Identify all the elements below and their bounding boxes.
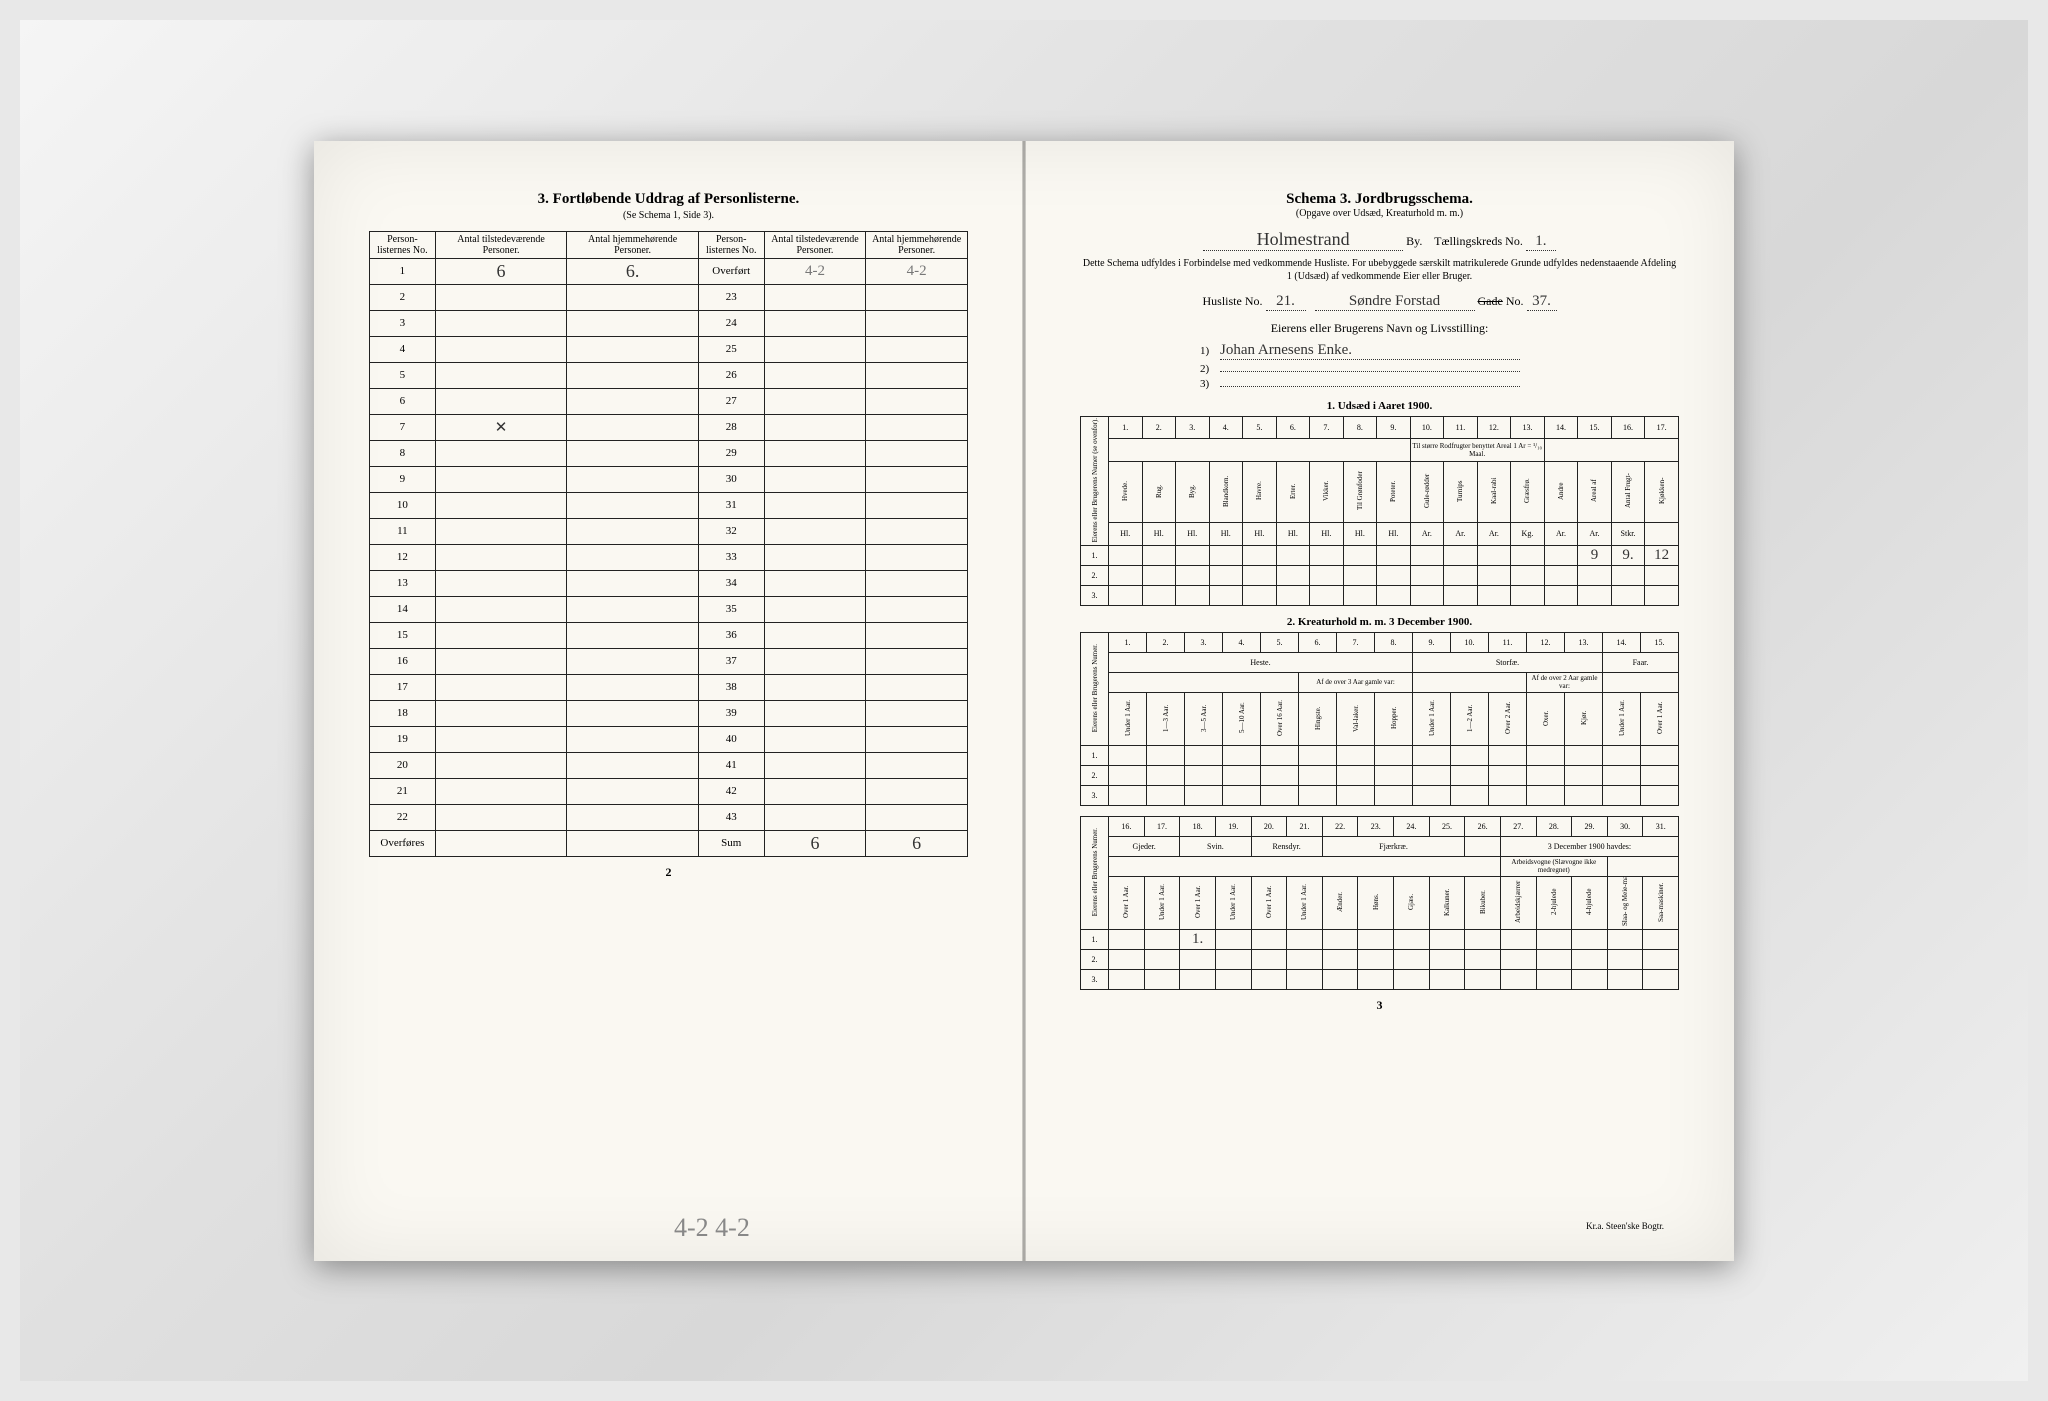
sec2-title: 2. Kreaturhold m. m. 3 December 1900. (1080, 616, 1679, 628)
open-book: 3. Fortløbende Uddrag af Personlisterne.… (314, 141, 1734, 1261)
sec1-table: Eierens eller Brugerens Numer (se ovenfo… (1080, 416, 1679, 606)
owner-1-hw: Johan Arnesens Enke. (1220, 342, 1520, 360)
right-page: Schema 3. Jordbrugsschema. (Opgave over … (1024, 141, 1734, 1261)
husliste-hw: 21. (1266, 293, 1306, 311)
right-subtitle: (Opgave over Udsæd, Kreaturhold m. m.) (1080, 208, 1679, 219)
gade-label: Gade (1478, 294, 1503, 308)
left-title: 3. Fortløbende Uddrag af Personlisterne. (369, 191, 968, 208)
husliste-label: Husliste No. (1203, 294, 1263, 308)
sec1-title: 1. Udsæd i Aaret 1900. (1080, 400, 1679, 412)
kreds-label: Tællingskreds No. (1434, 234, 1523, 248)
owner-3-hw (1220, 386, 1520, 387)
col-header: Antal hjemmehørende Personer. (567, 231, 699, 258)
col-header: Person- listernes No. (698, 231, 764, 258)
printer-credit: Kr.a. Steen'ske Bogtr. (1586, 1221, 1664, 1231)
owner-line-2: 2) (1080, 363, 1679, 375)
photo-background: 3. Fortløbende Uddrag af Personlisterne.… (20, 20, 2028, 1381)
by-label: By. (1406, 234, 1422, 248)
col-header: Person- listernes No. (370, 231, 436, 258)
gade-no-label: No. (1506, 294, 1524, 308)
owner-2-hw (1220, 371, 1520, 372)
sec2b-table: Eierens eller Brugerens Numer.16.17.18.1… (1080, 816, 1679, 990)
husliste-line: Husliste No. 21. Søndre Forstad Gade No.… (1080, 293, 1679, 311)
col-header: Antal hjemmehørende Personer. (866, 231, 968, 258)
city-handwritten: Holmestrand (1203, 229, 1403, 251)
city-line: Holmestrand By. Tællingskreds No. 1. (1080, 229, 1679, 251)
right-title: Schema 3. Jordbrugsschema. (1080, 191, 1679, 208)
owner-heading: Eierens eller Brugerens Navn og Livsstil… (1080, 321, 1679, 336)
right-page-number: 3 (1080, 998, 1679, 1013)
pencil-annotation: 4-2 4-2 (674, 1213, 750, 1243)
col-header: Antal tilstedeværende Personer. (435, 231, 567, 258)
owner-block: Eierens eller Brugerens Navn og Livsstil… (1080, 321, 1679, 390)
kreds-handwritten: 1. (1526, 233, 1556, 251)
owner-line-1: 1)Johan Arnesens Enke. (1080, 342, 1679, 360)
left-page-number: 2 (369, 865, 968, 880)
person-table: Person- listernes No. Antal tilstedevære… (369, 231, 968, 857)
col-header: Antal tilstedeværende Personer. (764, 231, 866, 258)
left-page: 3. Fortløbende Uddrag af Personlisterne.… (314, 141, 1024, 1261)
owner-line-3: 3) (1080, 378, 1679, 390)
left-subtitle: (Se Schema 1, Side 3). (369, 210, 968, 221)
right-description: Dette Schema udfyldes i Forbindelse med … (1080, 257, 1679, 283)
gade-no-hw: 37. (1527, 293, 1557, 311)
sec2a-table: Eierens eller Brugerens Numer.1.2.3.4.5.… (1080, 632, 1679, 806)
person-header-row: Person- listernes No. Antal tilstedevære… (370, 231, 968, 258)
gade-hw: Søndre Forstad (1315, 293, 1475, 311)
